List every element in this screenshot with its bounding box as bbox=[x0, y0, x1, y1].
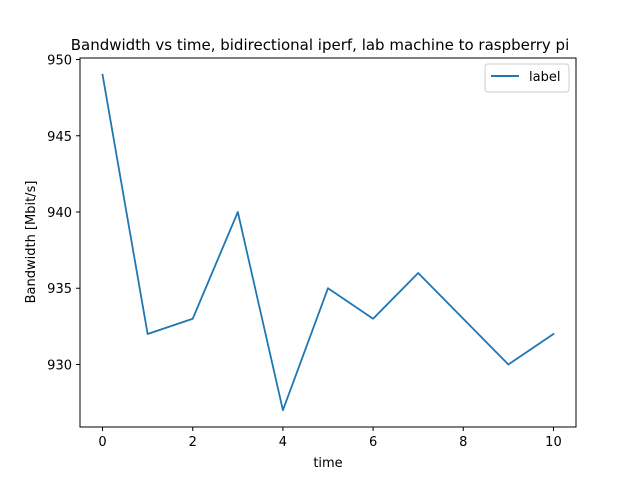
legend-label: label bbox=[529, 70, 560, 85]
x-tick-label: 8 bbox=[459, 435, 467, 450]
plot-frame bbox=[79, 57, 577, 428]
y-tick-label: 930 bbox=[47, 358, 72, 373]
y-tick-label: 940 bbox=[47, 206, 72, 221]
series-line bbox=[101, 73, 555, 412]
x-axis-label: time bbox=[313, 456, 342, 471]
x-tick-label: 0 bbox=[98, 435, 106, 450]
x-tick-label: 2 bbox=[189, 435, 197, 450]
x-tick-label: 10 bbox=[545, 435, 562, 450]
ticks-layer: 0 2 4 6 8 10 930 935 940 945 950 bbox=[47, 54, 562, 450]
y-axis-label: Bandwidth [Mbit/s] bbox=[24, 181, 39, 304]
plot-area bbox=[80, 58, 576, 427]
y-tick-label: 945 bbox=[47, 130, 72, 145]
series-layer bbox=[101, 73, 555, 412]
chart-title: Bandwidth vs time, bidirectional iperf, … bbox=[71, 36, 570, 54]
x-tick-label: 6 bbox=[369, 435, 377, 450]
y-tick-label: 950 bbox=[47, 54, 72, 69]
y-tick-label: 935 bbox=[47, 282, 72, 297]
legend: label bbox=[484, 63, 570, 93]
x-tick-label: 4 bbox=[279, 435, 287, 450]
legend-box bbox=[484, 63, 570, 93]
